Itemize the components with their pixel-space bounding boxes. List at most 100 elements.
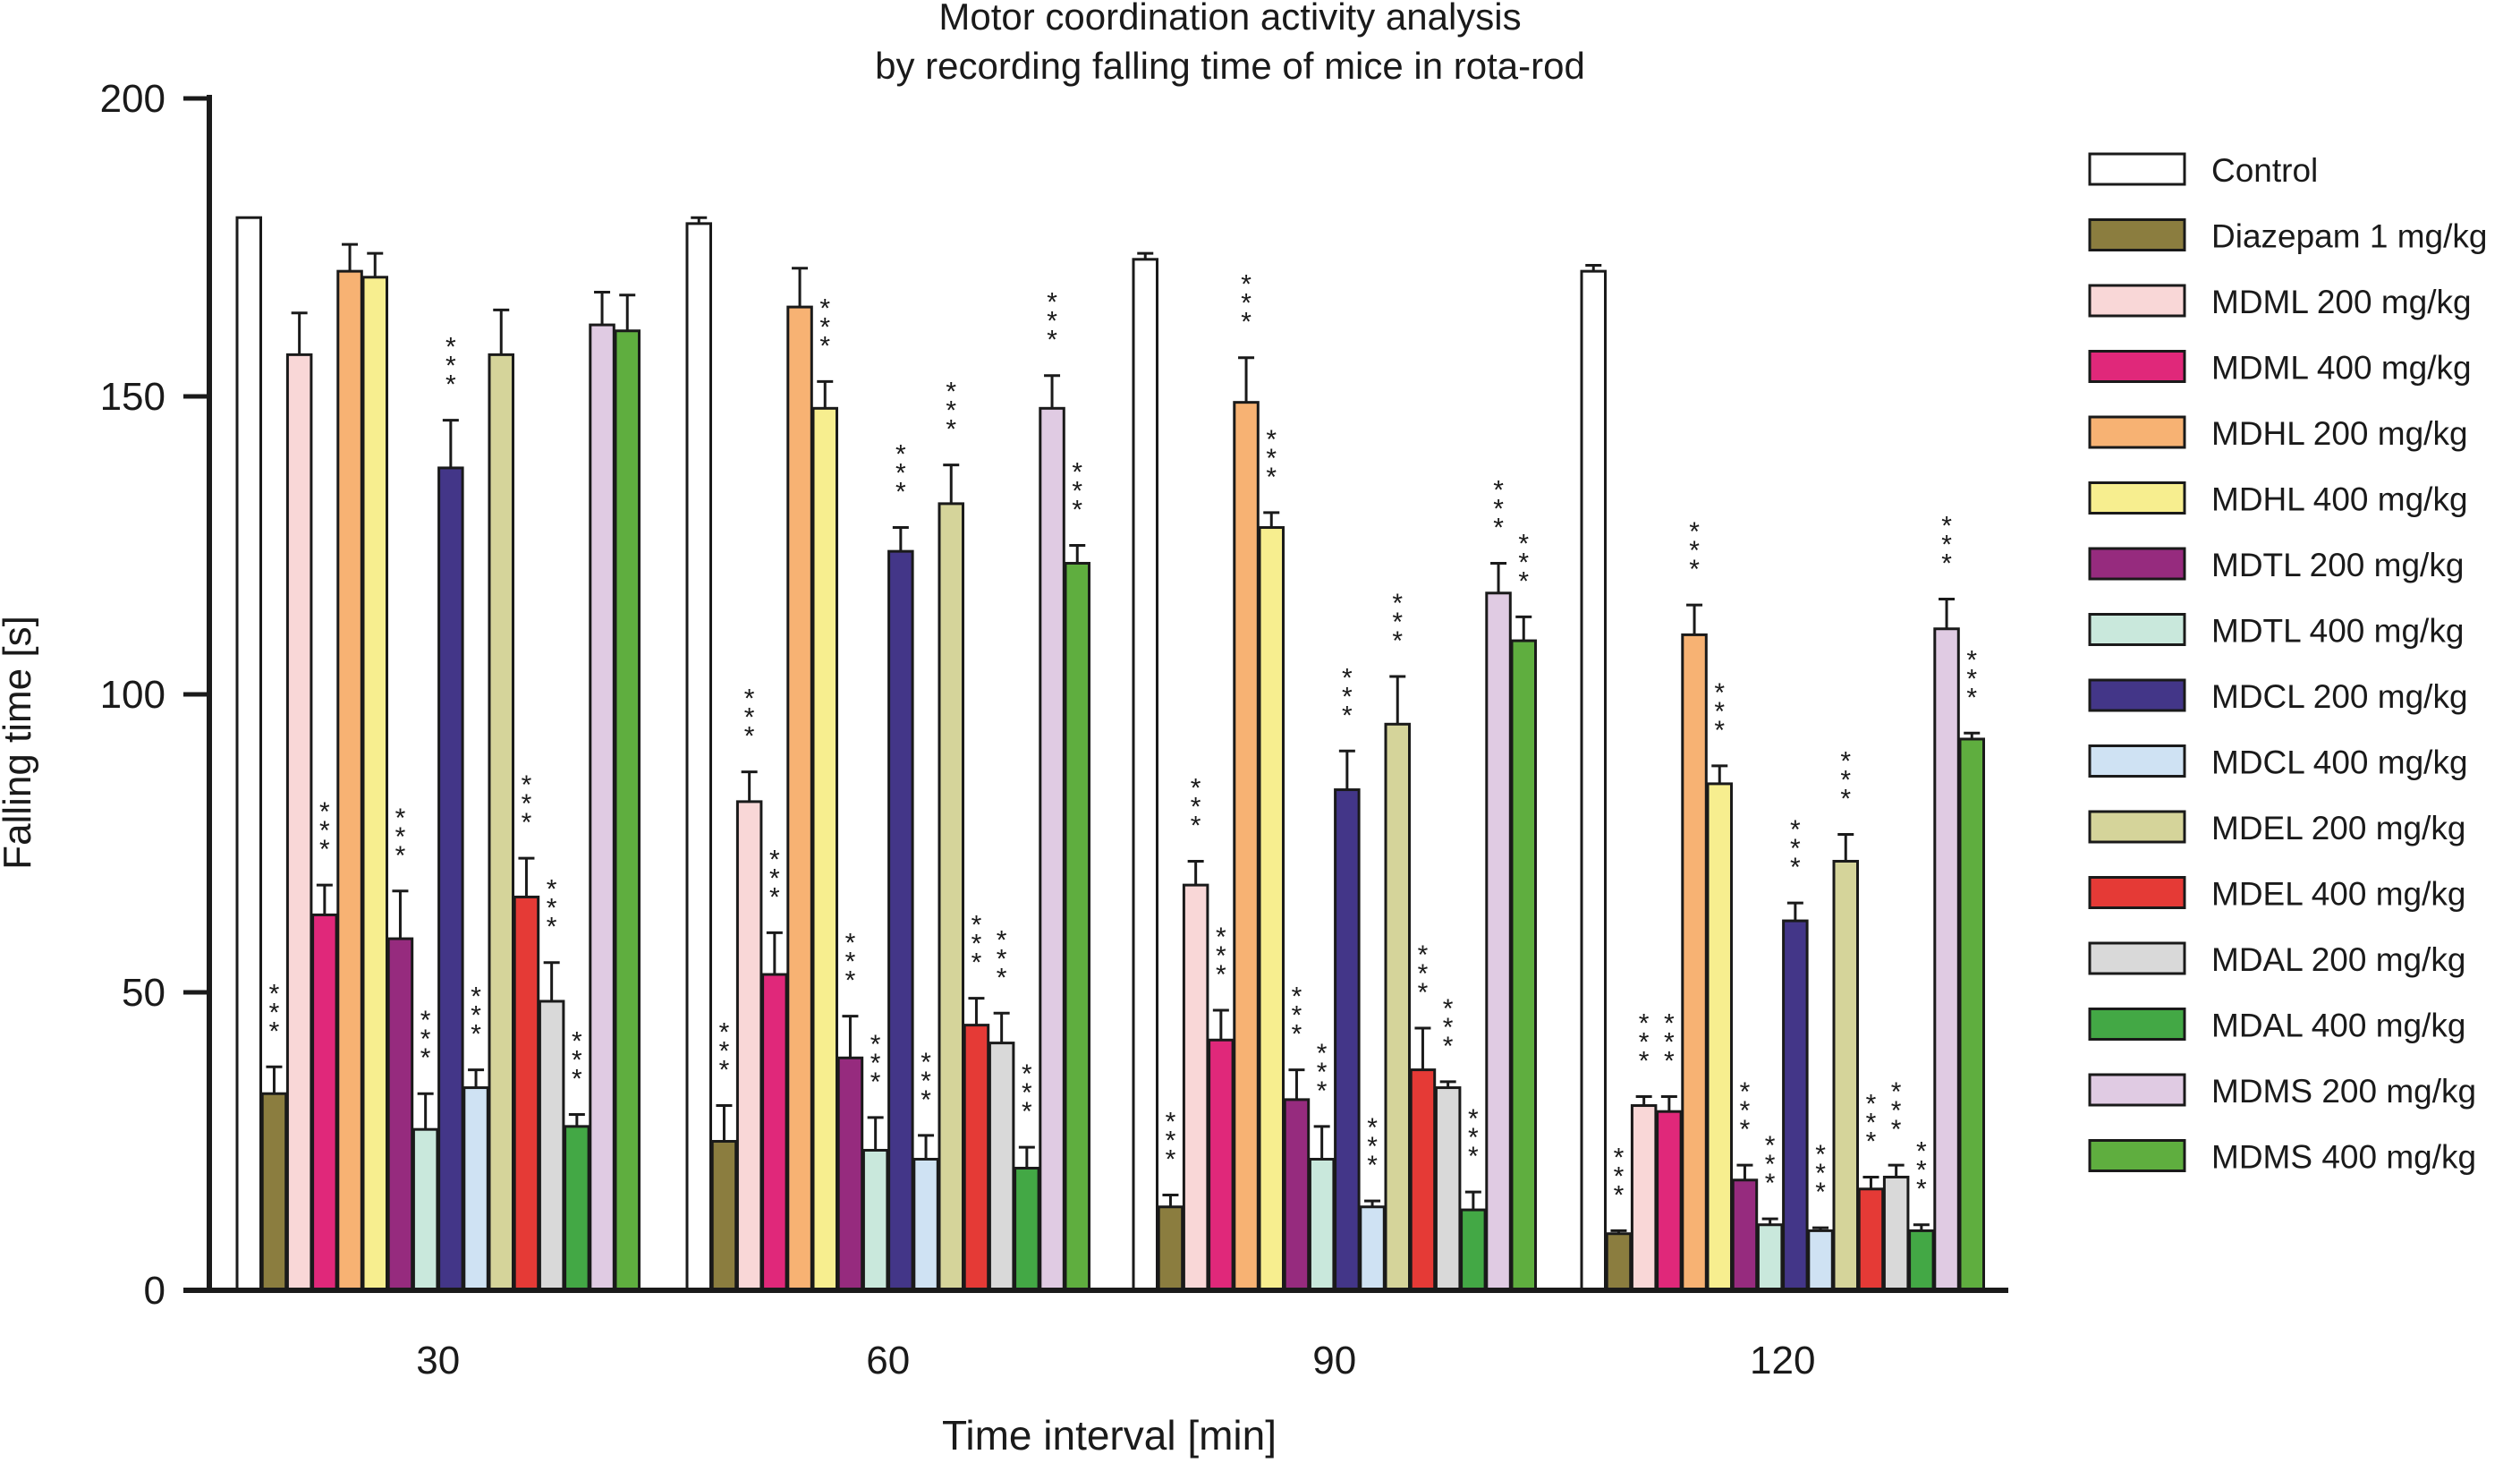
significance-star: *: [972, 930, 982, 959]
significance-stars: ***: [471, 982, 481, 1050]
significance-star: *: [1790, 834, 1801, 863]
significance-star: *: [972, 948, 982, 978]
significance-star: *: [1714, 678, 1725, 708]
legend-swatch: [2088, 876, 2186, 909]
significance-stars: ***: [1664, 1009, 1675, 1076]
legend-item: MDHL 400 mg/kg: [2088, 481, 2468, 518]
significance-stars: ***: [1614, 1143, 1625, 1210]
legend-label: MDEL 200 mg/kg: [2211, 810, 2465, 846]
error-bar: [1610, 1229, 1627, 1234]
bar: [1832, 859, 1859, 1292]
significance-star: *: [1317, 1076, 1328, 1106]
significance-star: *: [445, 352, 456, 381]
significance-star: *: [547, 894, 557, 923]
significance-star: *: [471, 1001, 481, 1031]
significance-stars: ***: [1047, 288, 1057, 355]
legend-label: MDCL 200 mg/kg: [2211, 678, 2468, 715]
significance-star: *: [1367, 1132, 1378, 1161]
significance-stars: ***: [895, 440, 906, 507]
legend-label: MDTL 400 mg/kg: [2211, 613, 2464, 650]
significance-stars: ***: [395, 804, 406, 871]
legend-label: MDMS 200 mg/kg: [2211, 1073, 2476, 1110]
significance-stars: ***: [1191, 773, 1201, 840]
error-bar: [918, 1134, 935, 1160]
bar: [462, 1086, 489, 1292]
error-bar: [1313, 1125, 1330, 1160]
error-bar: [1964, 731, 1981, 739]
significance-star: *: [1392, 626, 1403, 656]
legend-label: MDAL 400 mg/kg: [2211, 1008, 2465, 1044]
significance-star: *: [1216, 960, 1226, 990]
significance-star: *: [1815, 1178, 1826, 1207]
bar: [963, 1024, 990, 1292]
significance-star: *: [1866, 1089, 1877, 1119]
significance-stars: ***: [1317, 1039, 1328, 1106]
significance-star: *: [1342, 701, 1353, 730]
significance-star: *: [1392, 589, 1403, 618]
error-bar: [1338, 749, 1355, 790]
bar: [614, 329, 641, 1292]
bar: [912, 1157, 939, 1292]
significance-star: *: [572, 1065, 582, 1094]
legend-swatch: [2088, 481, 2186, 515]
significance-star: *: [445, 370, 456, 400]
legend-item: MDTL 400 mg/kg: [2088, 613, 2464, 650]
legend-swatch: [2088, 613, 2186, 646]
chart-title: Motor coordination activity analysis by …: [875, 0, 1585, 87]
significance-star: *: [921, 1067, 931, 1096]
error-bar: [1660, 1095, 1677, 1112]
error-bar: [417, 1092, 434, 1130]
significance-stars: ***: [719, 1018, 730, 1085]
legend-item: MDTL 200 mg/kg: [2088, 547, 2464, 583]
significance-star: *: [1216, 923, 1226, 952]
error-bar: [1187, 859, 1204, 886]
error-bar: [842, 1015, 859, 1059]
significance-stars: ***: [997, 925, 1007, 992]
significance-star: *: [1266, 463, 1277, 492]
significance-stars: ***: [420, 1006, 431, 1073]
significance-star: *: [1166, 1107, 1176, 1136]
bar: [1182, 883, 1209, 1292]
legend-swatch: [2088, 810, 2186, 844]
significance-star: *: [946, 378, 956, 407]
legend-label: MDEL 400 mg/kg: [2211, 876, 2465, 913]
significance-stars: ***: [1639, 1009, 1650, 1076]
bar: [1756, 1223, 1784, 1292]
significance-star: *: [1664, 1028, 1675, 1058]
error-bar: [1862, 1175, 1879, 1189]
bar: [1064, 561, 1090, 1292]
significance-star: *: [1047, 326, 1057, 355]
x-axis-label: Time interval [min]: [942, 1412, 1277, 1459]
error-bar: [493, 308, 510, 355]
bar: [1157, 1205, 1184, 1292]
error-bar: [1761, 1217, 1778, 1225]
bar: [285, 353, 313, 1292]
error-bar: [943, 464, 960, 504]
significance-star: *: [1292, 982, 1302, 1012]
legend-swatch: [2088, 1073, 2186, 1107]
error-bar: [716, 1104, 733, 1142]
y-tick-label: 50: [122, 971, 165, 1015]
bar: [513, 895, 540, 1292]
error-bar: [392, 889, 409, 940]
error-bar: [1288, 1068, 1305, 1100]
legend-label: MDHL 400 mg/kg: [2211, 481, 2468, 518]
significance-star: *: [1714, 697, 1725, 727]
bar: [361, 276, 388, 1292]
significance-stars: ***: [1740, 1077, 1751, 1144]
significance-star: *: [269, 979, 280, 1008]
error-bar: [1888, 1163, 1905, 1178]
error-bar: [442, 419, 459, 468]
x-tick-label: 90: [1312, 1339, 1356, 1382]
error-bar: [1686, 603, 1703, 635]
significance-star: *: [870, 1030, 881, 1059]
significance-star: *: [395, 804, 406, 833]
significance-stars: ***: [547, 875, 557, 942]
error-bar: [1711, 764, 1728, 784]
bar: [1308, 1157, 1336, 1292]
significance-star: *: [744, 722, 755, 752]
bar: [938, 502, 964, 1292]
legend-label: MDMS 400 mg/kg: [2211, 1139, 2476, 1176]
bar: [1933, 627, 1960, 1292]
